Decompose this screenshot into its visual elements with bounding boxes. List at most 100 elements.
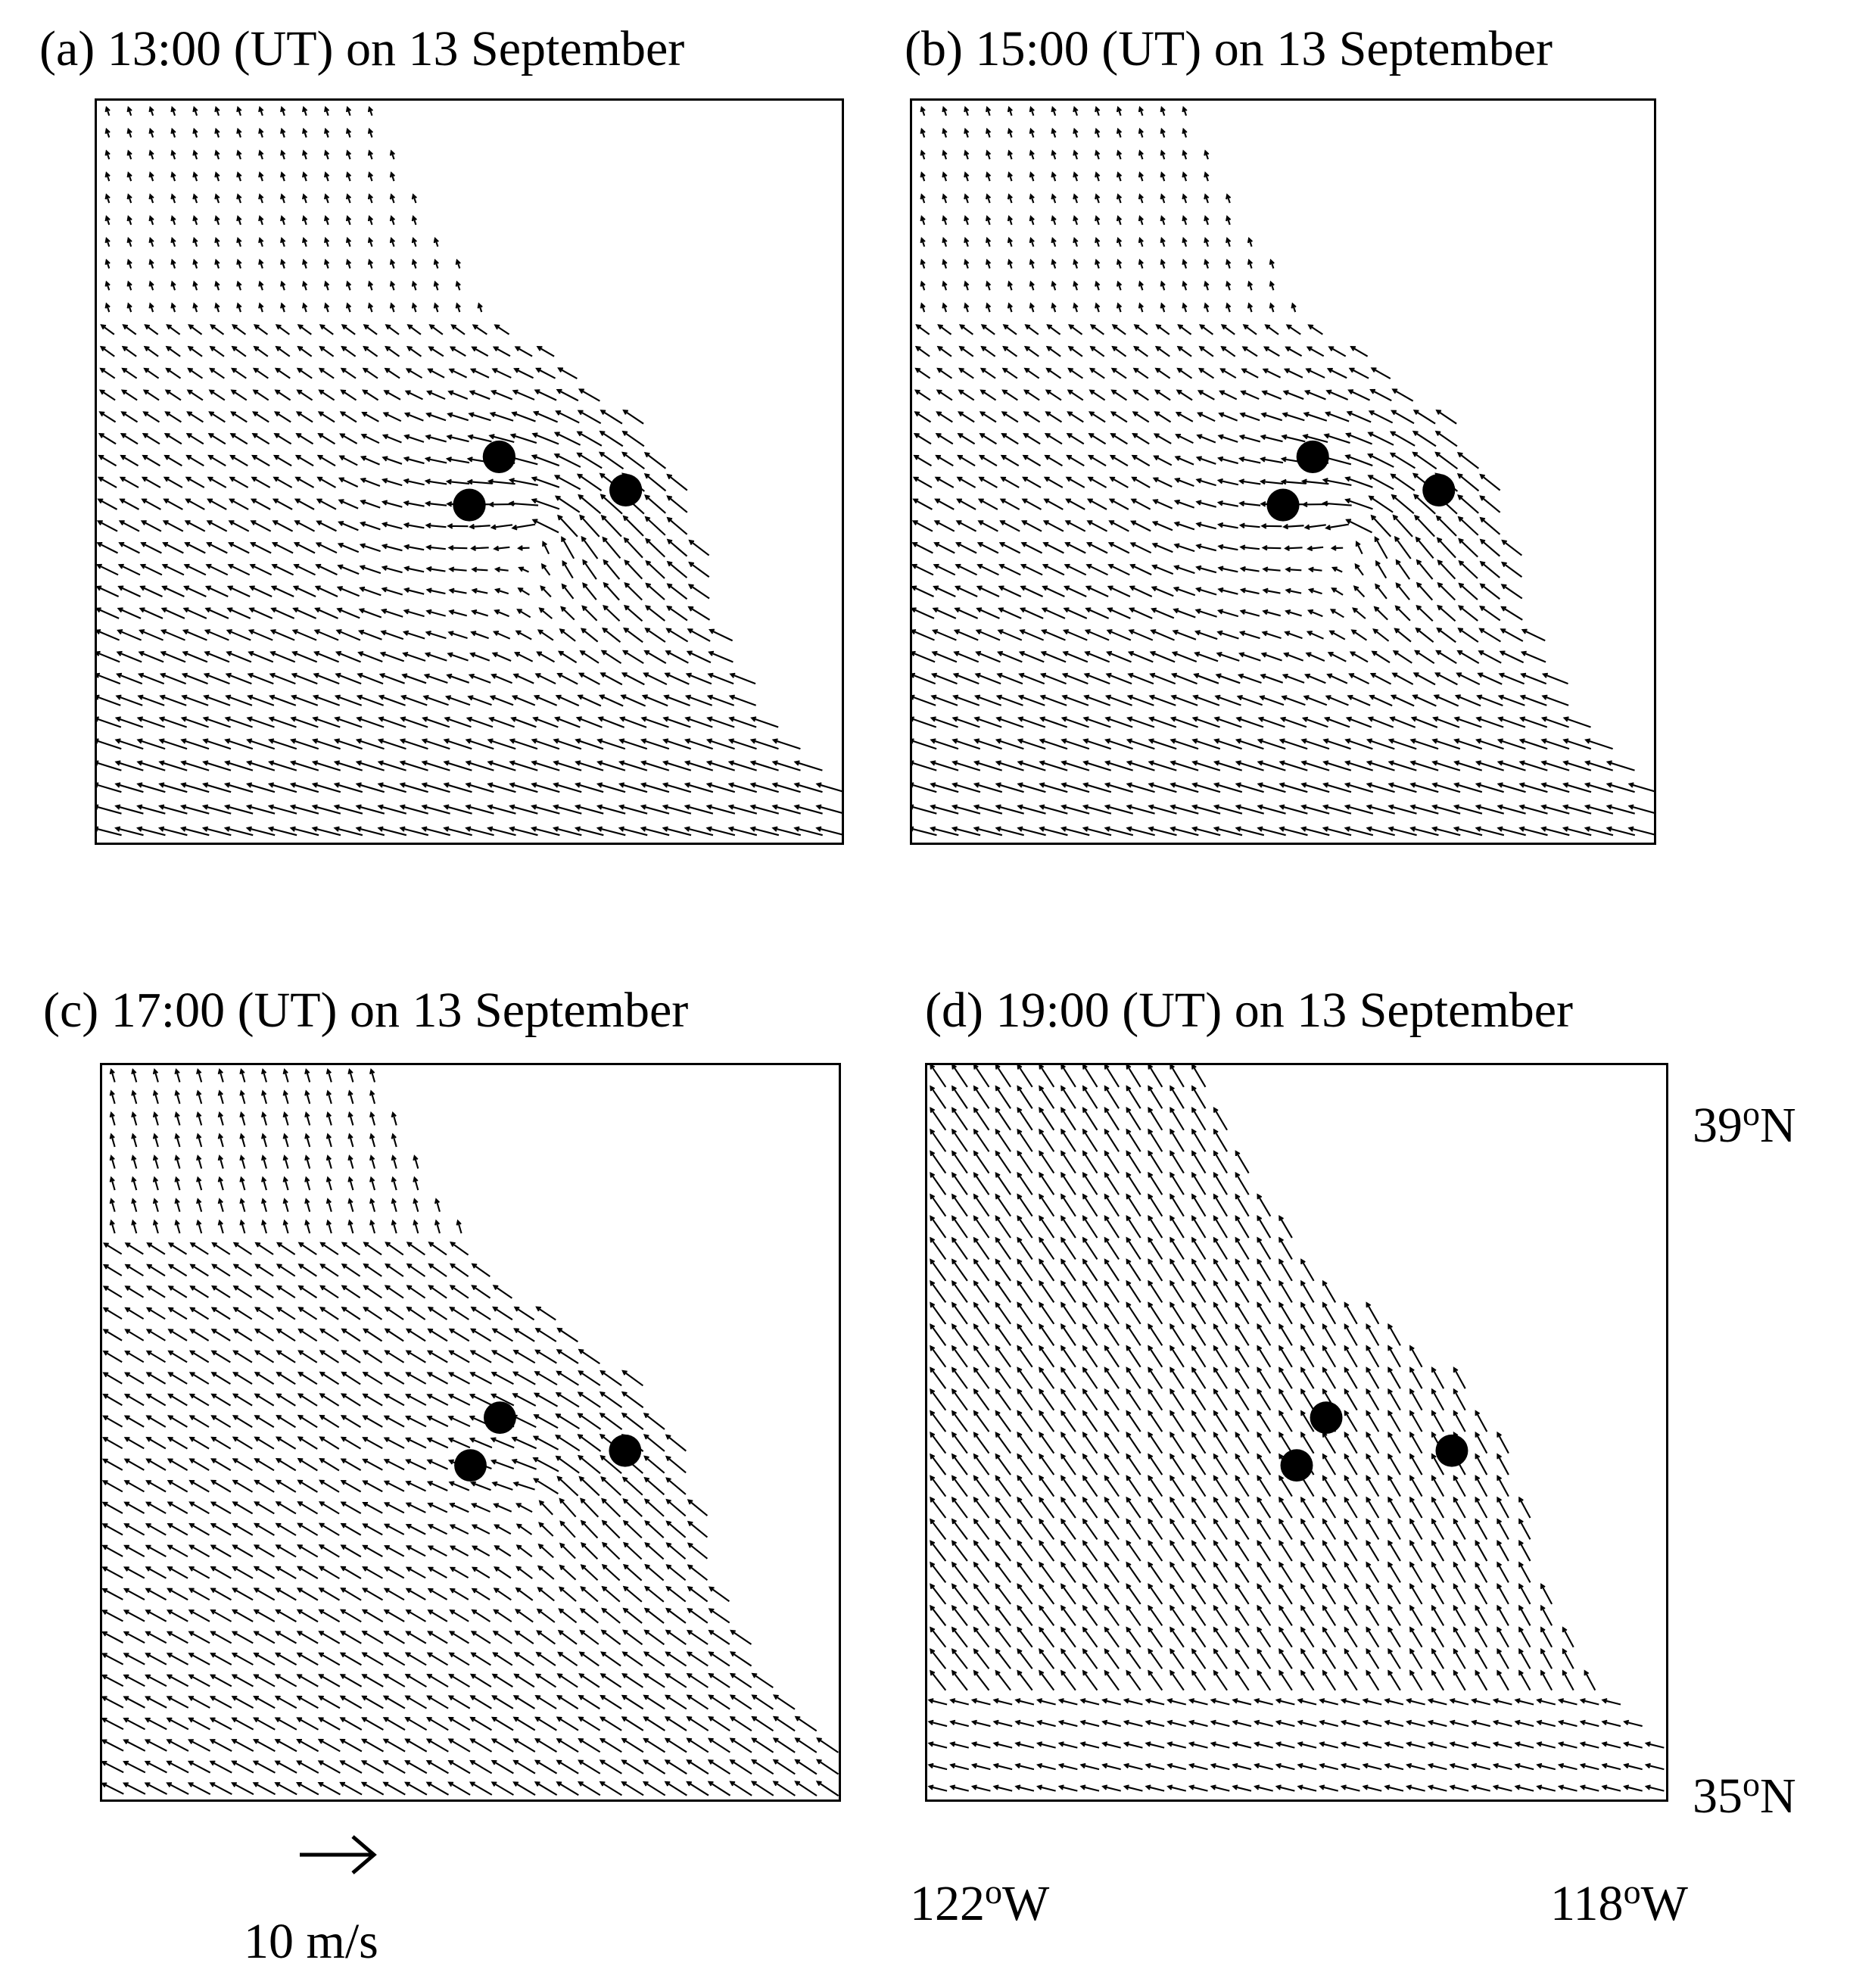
wind-vector [1235,1301,1250,1325]
wind-vector [122,1782,146,1795]
wind-vector [643,650,667,664]
wind-vector [557,367,578,380]
wind-vector [117,629,142,641]
wind-vector [1060,1604,1076,1626]
wind-vector [556,1759,579,1775]
wind-vector [964,149,970,160]
wind-vector [618,826,648,837]
wind-vector [447,1394,471,1406]
wind-vector [1437,559,1456,580]
wind-vector [1232,1719,1252,1728]
wind-vector [1213,1215,1228,1239]
wind-vector [1126,1604,1141,1626]
wind-vector [239,1176,246,1191]
wind-vector [275,1566,297,1579]
wind-vector [102,1329,123,1341]
wind-vector [1331,587,1344,596]
wind-vector [246,738,276,750]
wind-vector [1257,1345,1272,1368]
wind-vector [117,607,142,619]
wind-vector [104,149,111,160]
wind-vector [974,672,1001,685]
wind-vector [275,1501,297,1515]
wind-vector [406,1242,425,1256]
wind-vector [1082,1085,1098,1109]
wind-vector [1129,542,1152,554]
wind-vector [995,1475,1011,1497]
wind-vector [382,456,403,465]
wind-vector [399,782,428,793]
scale-label: 10 m/s [244,1914,378,1969]
wind-vector [1169,1258,1185,1282]
wind-vector [1082,1669,1098,1691]
wind-vector [512,1695,536,1709]
wind-vector [340,1544,362,1558]
wind-vector [1557,1719,1577,1728]
wind-vector [1257,1323,1272,1346]
wind-vector [139,607,164,619]
wind-vector [600,514,622,538]
wind-vector [1111,345,1127,357]
wind-vector [1042,542,1064,554]
wind-vector [494,566,509,573]
wind-vector [749,804,780,815]
wind-vector [1623,1784,1643,1792]
wind-vector [621,1781,644,1796]
wind-vector [930,1475,947,1497]
wind-vector [930,1128,947,1152]
wind-vector [1191,1301,1207,1325]
wind-vector [114,716,144,728]
wind-vector [1126,1475,1141,1497]
wind-vector [1060,1085,1076,1109]
wind-vector [1082,1171,1098,1195]
wind-vector [1307,609,1323,618]
wind-vector [517,545,530,551]
wind-vector [1500,606,1523,621]
wind-vector [555,694,580,707]
wind-vector [1017,1669,1033,1691]
wind-vector [143,367,160,379]
wind-vector [1087,454,1107,467]
wind-vector [1325,695,1349,706]
wind-vector [1060,1540,1076,1562]
wind-vector [160,650,186,663]
wind-vector [621,650,644,665]
wind-vector [603,604,621,622]
wind-vector [684,782,714,793]
wind-vector [426,1372,449,1385]
wind-vector [1366,1648,1380,1669]
wind-vector [1366,1410,1380,1432]
wind-vector [494,324,510,335]
wind-vector [641,694,668,707]
wind-vector [102,1760,124,1774]
wind-vector [123,1415,145,1428]
wind-vector [1039,826,1068,837]
wind-vector [531,782,560,793]
wind-vector [1082,1540,1098,1562]
wind-vector [1213,1648,1228,1669]
wind-vector [930,694,958,706]
wind-vector [1322,1366,1337,1389]
wind-vector [995,1583,1011,1605]
wind-vector [319,1501,340,1515]
wind-vector [1172,629,1197,640]
wind-vector [1278,1648,1293,1669]
wind-vector [729,1672,752,1688]
wind-vector [1479,516,1501,535]
wind-vector [915,324,930,335]
wind-vector [192,105,198,117]
wind-vector [973,1540,990,1562]
wind-vector [1269,258,1275,269]
wind-vector [1260,523,1282,529]
wind-vector [912,782,937,793]
wind-vector [975,629,1001,641]
wind-vector [1063,629,1088,641]
wind-vector [1367,716,1394,728]
wind-vector [1176,389,1193,401]
wind-vector [1344,738,1373,750]
wind-vector [1132,367,1149,379]
wind-vector [1148,1604,1163,1626]
wind-vector [511,695,536,706]
wind-vector [1261,390,1282,400]
wind-vector [1235,1236,1250,1260]
